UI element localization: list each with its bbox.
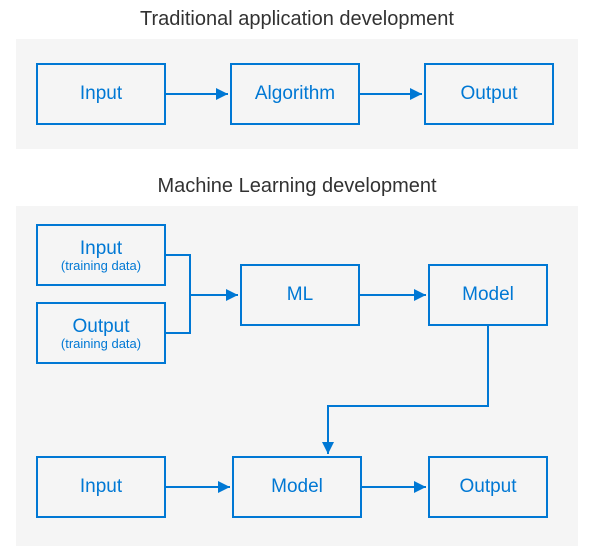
connector-input-train-join <box>166 255 190 295</box>
node-ml-output-inference: Output <box>428 456 548 518</box>
node-ml-model-inference: Model <box>232 456 362 518</box>
node-ml-output-training: Output (training data) <box>36 302 166 364</box>
arrow-model-down-to-model2 <box>328 326 488 454</box>
connector-output-train-join <box>166 295 190 333</box>
section2-title: Machine Learning development <box>0 167 594 206</box>
node-label: Input <box>80 83 122 105</box>
node-ml-input-training: Input (training data) <box>36 224 166 286</box>
node-ml-algorithm: ML <box>240 264 360 326</box>
node-label: Algorithm <box>255 83 335 105</box>
ml-panel: Input (training data) Output (training d… <box>16 206 578 546</box>
node-sublabel: (training data) <box>61 336 141 351</box>
node-label: Output <box>72 316 129 338</box>
node-label: Input <box>80 476 122 498</box>
node-label: Output <box>459 476 516 498</box>
node-ml-model-trained: Model <box>428 264 548 326</box>
node-label: Output <box>460 83 517 105</box>
node-ml-input-inference: Input <box>36 456 166 518</box>
node-traditional-algorithm: Algorithm <box>230 63 360 125</box>
traditional-panel: Input Algorithm Output <box>16 39 578 149</box>
node-sublabel: (training data) <box>61 258 141 273</box>
node-traditional-input: Input <box>36 63 166 125</box>
node-traditional-output: Output <box>424 63 554 125</box>
node-label: Input <box>80 238 122 260</box>
node-label: Model <box>462 284 514 306</box>
node-label: Model <box>271 476 323 498</box>
node-label: ML <box>287 284 313 306</box>
section1-title: Traditional application development <box>0 0 594 39</box>
